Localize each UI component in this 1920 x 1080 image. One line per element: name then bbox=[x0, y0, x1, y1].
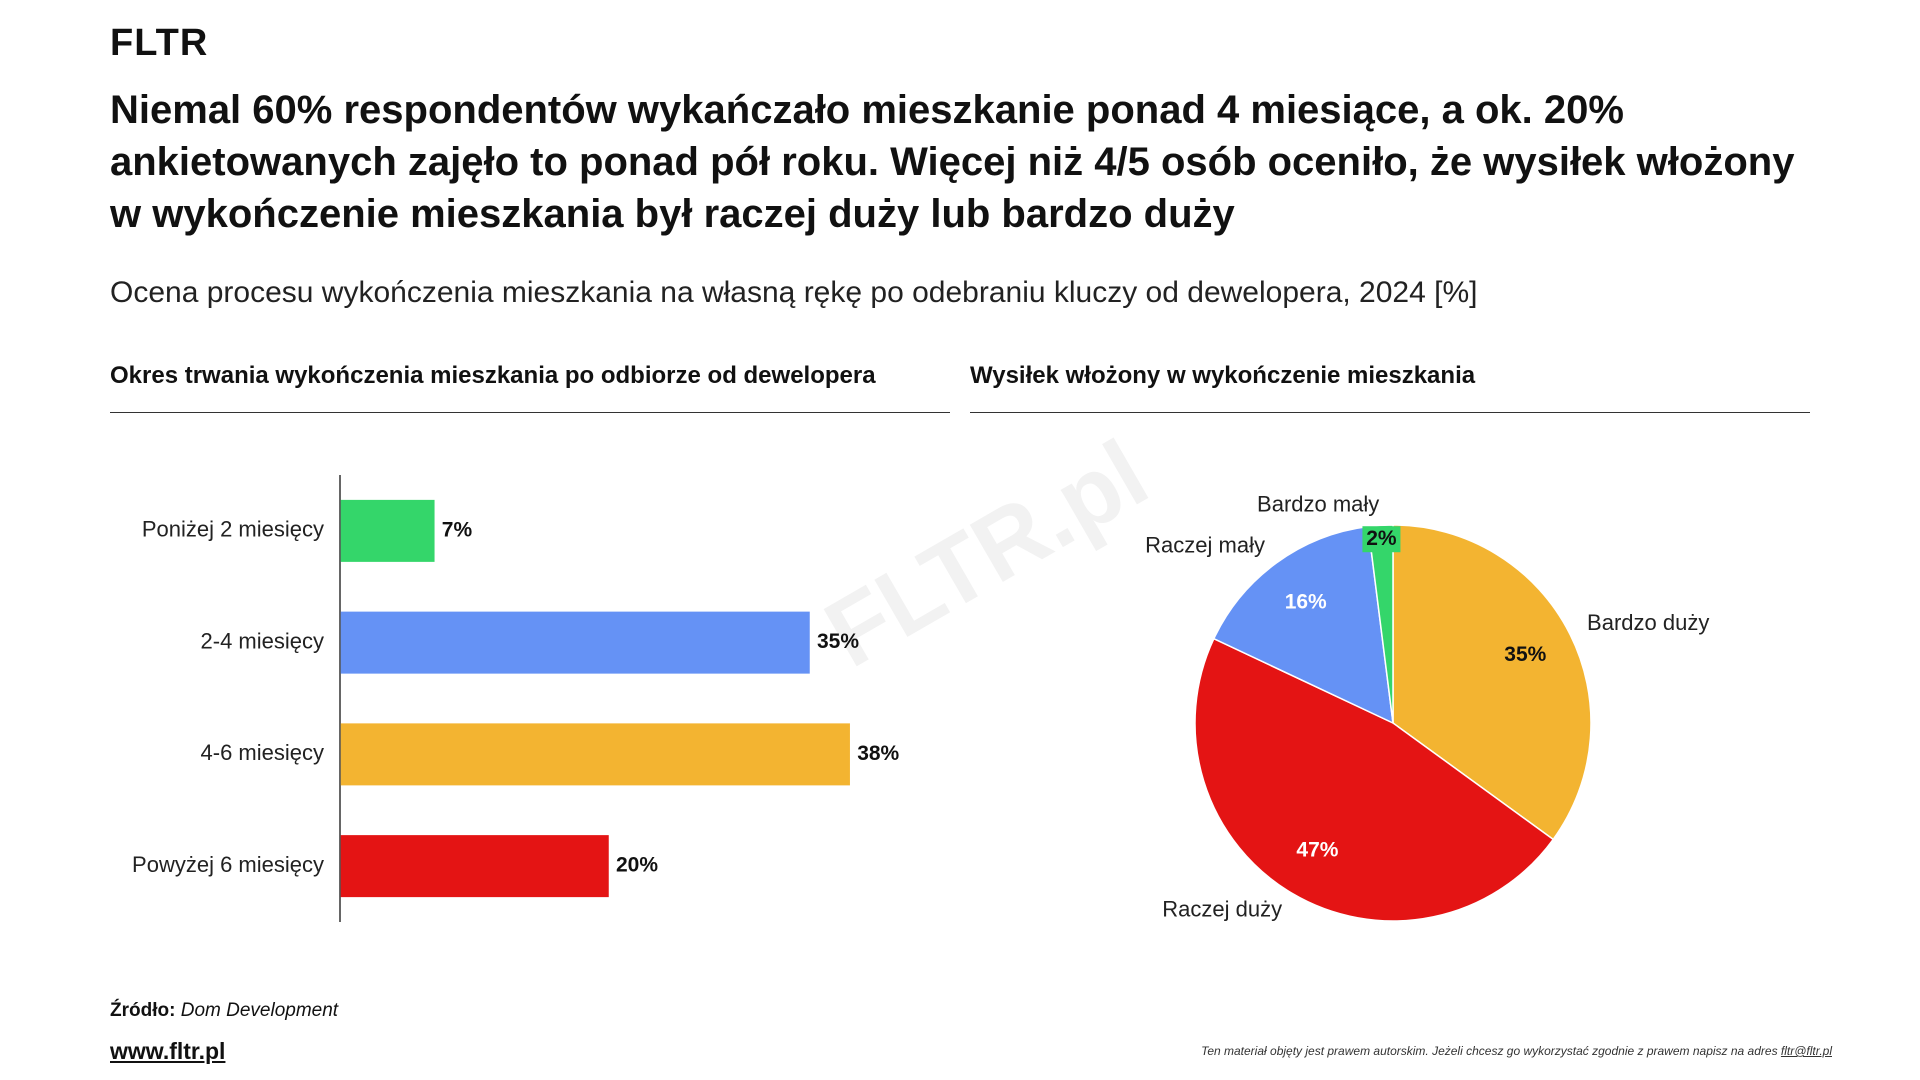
category-label: Powyżej 6 miesięcy bbox=[132, 852, 324, 877]
source: Dom Development bbox=[180, 1000, 339, 1021]
subtitle: Ocena procesu wykończenia mieszkania na … bbox=[110, 276, 1478, 309]
category-label: Poniżej 2 miesięcy bbox=[142, 517, 324, 542]
email-link[interactable]: fltr@fltr.pl bbox=[1780, 1044, 1832, 1058]
source-line: Źródło: Dom Development bbox=[110, 1000, 338, 1022]
slice-label: Bardzo mały bbox=[1257, 491, 1379, 516]
notice-text: Ten materiał objęty jest prawem autorski… bbox=[1201, 1044, 1778, 1058]
divider bbox=[110, 412, 950, 413]
pie-slice bbox=[1392, 524, 1592, 841]
slice-label: Raczej mały bbox=[1145, 533, 1265, 558]
value-label: 35% bbox=[1504, 643, 1546, 666]
category-label: 4-6 miesięcy bbox=[201, 740, 324, 765]
chart-title: Okres trwania wykończenia mieszkania po … bbox=[110, 362, 876, 389]
bar bbox=[340, 611, 810, 674]
brand: FLTR bbox=[110, 22, 209, 64]
source-label: Źródło: bbox=[110, 1000, 176, 1021]
label-background bbox=[1362, 526, 1401, 553]
pie-slice bbox=[1194, 637, 1555, 922]
category-label: 2-4 miesięcy bbox=[201, 628, 324, 653]
bar bbox=[340, 835, 609, 898]
value-label: 16% bbox=[1285, 590, 1327, 613]
watermark: FLTR.pl bbox=[808, 420, 1165, 688]
copyright-notice: Ten materiał objęty jest prawem autorski… bbox=[1201, 1044, 1832, 1058]
value-label: 35% bbox=[817, 630, 859, 653]
chart-title: Wysiłek włożony w wykończenie mieszkania bbox=[970, 362, 1476, 389]
value-label: 38% bbox=[857, 742, 899, 765]
pie-slice bbox=[1212, 525, 1394, 725]
slice-label: Bardzo duży bbox=[1587, 610, 1709, 635]
headline: Niemal 60% respondentów wykańczało miesz… bbox=[110, 88, 1795, 236]
value-label: 7% bbox=[442, 518, 473, 541]
slice-label: Raczej duży bbox=[1162, 896, 1282, 921]
value-label: 2% bbox=[1366, 527, 1397, 550]
website-link[interactable]: www.fltr.pl bbox=[110, 1038, 226, 1064]
divider bbox=[970, 412, 1810, 413]
value-label: 20% bbox=[616, 854, 658, 877]
bar bbox=[340, 723, 850, 786]
bar bbox=[340, 499, 435, 562]
value-label: 47% bbox=[1296, 838, 1338, 861]
